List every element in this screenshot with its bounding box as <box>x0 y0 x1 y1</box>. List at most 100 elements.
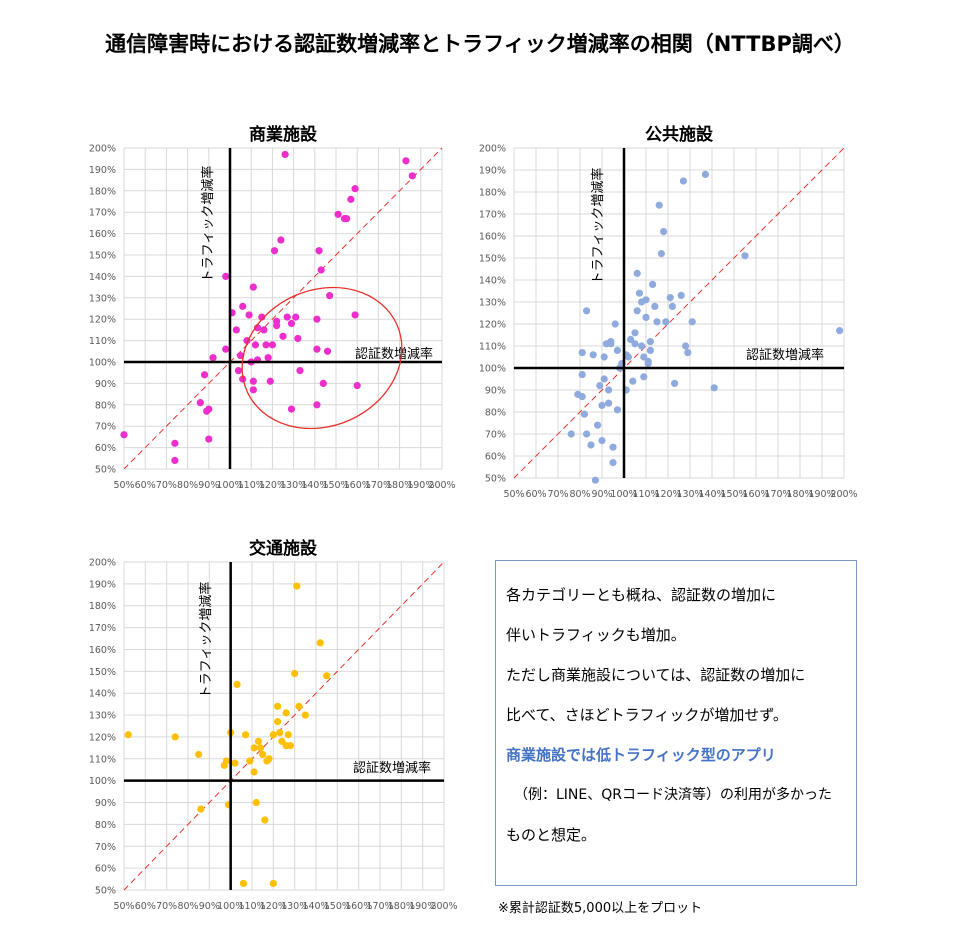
y-tick-label: 190% <box>479 166 506 177</box>
data-point <box>256 744 265 752</box>
data-point <box>205 405 213 413</box>
data-point <box>269 879 277 888</box>
y-tick-label: 170% <box>89 623 116 634</box>
data-point <box>222 345 230 353</box>
data-point <box>596 382 604 390</box>
y-tick-label: 200% <box>89 144 116 155</box>
x-tick-label: 130% <box>676 489 703 500</box>
data-point <box>259 750 267 759</box>
data-point <box>323 672 331 680</box>
data-point <box>580 410 589 418</box>
data-point <box>266 377 274 385</box>
data-point <box>274 718 282 726</box>
data-point <box>631 329 639 337</box>
data-point <box>611 320 619 328</box>
data-point <box>836 327 844 335</box>
data-point <box>591 476 600 484</box>
x-tick-label: 140% <box>698 489 725 500</box>
y-tick-label: 80% <box>485 408 506 419</box>
data-point <box>578 371 586 379</box>
data-point <box>607 340 615 348</box>
x-tick-label: 120% <box>654 489 681 500</box>
x-tick-label: 90% <box>591 489 612 500</box>
x-tick-label: 150% <box>322 480 349 491</box>
data-point <box>631 340 639 348</box>
x-tick-label: 110% <box>238 480 265 491</box>
y-tick-label: 120% <box>89 732 116 743</box>
y-axis-label: トラフィック増減率 <box>198 582 214 699</box>
data-point <box>646 346 655 354</box>
data-point <box>287 319 296 328</box>
data-point <box>657 250 666 258</box>
data-point <box>682 342 690 350</box>
data-point <box>613 406 622 414</box>
data-point <box>609 443 617 451</box>
y-axis-label: トラフィック増減率 <box>200 166 216 283</box>
x-tick-label: 90% <box>198 480 219 491</box>
y-axis-label: トラフィック増減率 <box>590 168 606 285</box>
data-point <box>246 757 254 765</box>
x-tick-label: 180% <box>386 480 413 491</box>
x-tick-label: 200% <box>830 489 857 500</box>
data-point <box>701 170 710 178</box>
x-tick-label: 80% <box>177 480 198 491</box>
data-point <box>655 201 663 209</box>
x-tick-label: 70% <box>547 489 568 500</box>
data-point <box>316 639 324 647</box>
y-tick-label: 140% <box>89 272 116 283</box>
data-point <box>313 401 321 409</box>
note-line-3: ただし商業施設については、認証数の増加に <box>506 666 806 684</box>
y-tick-label: 100% <box>89 358 116 369</box>
x-tick-label: 60% <box>525 489 546 500</box>
data-point <box>646 338 655 346</box>
data-point <box>334 210 342 218</box>
data-point <box>583 430 591 438</box>
y-tick-label: 200% <box>89 558 116 569</box>
data-point <box>668 302 677 310</box>
data-point <box>249 283 257 291</box>
x-tick-label: 160% <box>344 480 371 491</box>
data-point <box>598 437 606 445</box>
data-point <box>638 342 646 350</box>
data-point <box>120 431 128 439</box>
summary-note-box: 各カテゴリーとも概ね、認証数の増加に 伴いトラフィックも増加。 ただし商業施設に… <box>495 560 857 886</box>
data-point <box>679 177 688 185</box>
data-point <box>276 728 284 737</box>
data-point <box>233 680 241 689</box>
data-point <box>232 326 240 334</box>
data-point <box>261 816 269 824</box>
data-point <box>600 375 608 383</box>
data-point <box>245 311 253 319</box>
y-tick-label: 150% <box>89 251 116 262</box>
y-tick-label: 50% <box>485 474 506 485</box>
y-tick-label: 180% <box>89 601 116 612</box>
data-point <box>209 354 217 362</box>
x-tick-label: 110% <box>238 901 265 912</box>
note-line-4: 比べて、さほどトラフィックが増加せず。 <box>506 706 788 724</box>
data-point <box>653 318 661 326</box>
data-point <box>660 228 668 236</box>
y-tick-label: 50% <box>95 465 116 476</box>
data-point <box>234 366 243 375</box>
y-tick-label: 130% <box>89 293 116 304</box>
main-title: 通信障害時における認証数増減率とトラフィック増減率の相関（NTTBP調べ） <box>105 32 855 56</box>
data-point <box>252 798 260 807</box>
y-tick-label: 100% <box>89 776 116 787</box>
data-point <box>262 341 270 349</box>
note-example: （例：LINE、QRコード決済等）の利用が多かった <box>514 787 832 803</box>
data-point <box>270 247 279 255</box>
x-tick-label: 70% <box>156 480 177 491</box>
data-point <box>600 353 608 361</box>
y-tick-label: 130% <box>89 711 116 722</box>
data-point <box>242 731 250 739</box>
data-point <box>642 313 650 321</box>
y-tick-label: 160% <box>89 645 116 656</box>
data-point <box>684 349 692 357</box>
data-point <box>649 280 657 288</box>
x-axis-label: 認証数増減率 <box>746 347 824 363</box>
y-tick-label: 150% <box>89 667 116 678</box>
y-tick-label: 50% <box>95 886 116 897</box>
data-point <box>195 750 203 759</box>
